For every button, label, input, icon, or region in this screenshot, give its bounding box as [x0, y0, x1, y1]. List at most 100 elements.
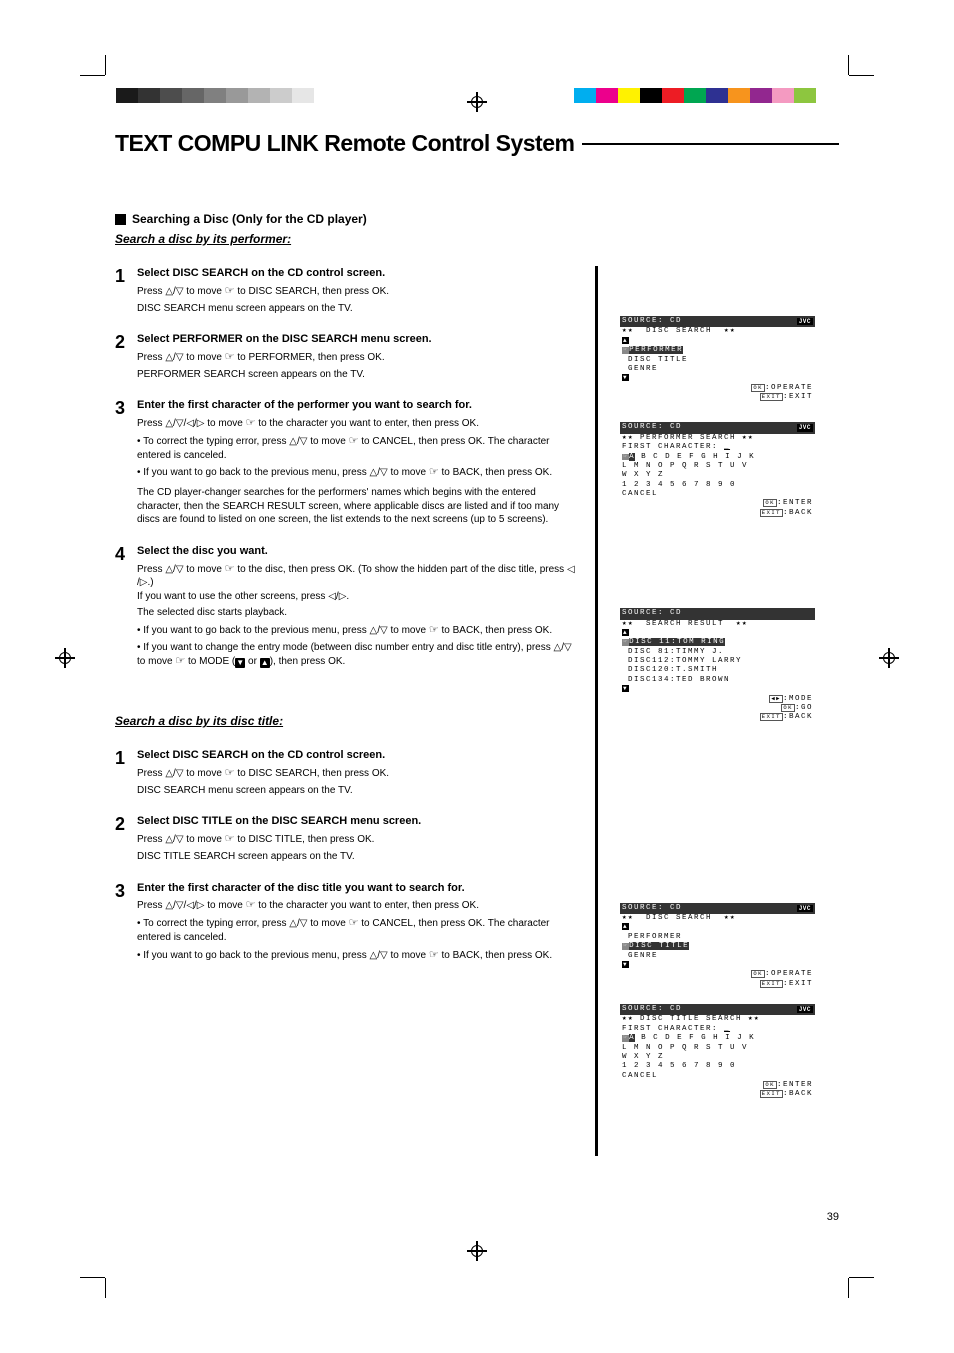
- step-number: 1: [115, 266, 137, 318]
- tv-item: CANCEL: [620, 490, 815, 499]
- up-arrow-icon: ▲: [622, 337, 629, 344]
- step-3: 3 Enter the first character of the perfo…: [115, 398, 575, 529]
- tv-item-selected: PERFORMER: [629, 346, 683, 354]
- step-bullet: • If you want to change the entry mode (…: [137, 641, 575, 669]
- vertical-divider: [595, 266, 598, 1156]
- step-title: Enter the first character of the disc ti…: [137, 881, 575, 896]
- tv-screen-disc-search-performer: SOURCE: CDJVC ★★ DISC SEARCH ★★ ▲ ☞PERFO…: [620, 316, 815, 402]
- tv-screen-search-result: SOURCE: CD ★★ SEARCH RESULT ★★ ▲ ☞DISC 1…: [620, 608, 815, 723]
- jvc-logo: JVC: [797, 424, 813, 432]
- tv-title: ★★ PERFORMER SEARCH ★★: [620, 434, 815, 443]
- tv-item: DISC TITLE: [620, 356, 815, 365]
- tv-hint: EXIT:BACK: [620, 509, 815, 518]
- tv-hint: OK:GO: [620, 704, 815, 713]
- crop-mark: [849, 75, 874, 76]
- step-number: 2: [115, 814, 137, 866]
- down-arrow-icon: ▼: [622, 961, 629, 968]
- tv-result-row: DISC112:TOMMY LARRY: [620, 657, 815, 666]
- tv-hint: OK:ENTER: [620, 499, 815, 508]
- tv-screens-column: SOURCE: CDJVC ★★ DISC SEARCH ★★ ▲ ☞PERFO…: [595, 266, 835, 1120]
- step-text: The CD player-changer searches for the p…: [137, 486, 575, 527]
- tv-hint: OK:OPERATE: [620, 384, 815, 393]
- jvc-logo: JVC: [797, 318, 813, 326]
- step-text: Press △/▽ to move ☞ to PERFORMER, then p…: [137, 350, 575, 365]
- step-bullet: • If you want to go back to the previous…: [137, 465, 575, 480]
- tv-result-row: DISC134:TED BROWN: [620, 676, 815, 685]
- step-text: PERFORMER SEARCH screen appears on the T…: [137, 368, 575, 382]
- crop-mark: [848, 55, 849, 75]
- step-title: Select DISC SEARCH on the CD control scr…: [137, 748, 575, 763]
- step-text: DISC SEARCH menu screen appears on the T…: [137, 302, 575, 316]
- jvc-logo: JVC: [797, 1006, 813, 1014]
- step-4: 4 Select the disc you want. Press △/▽ to…: [115, 544, 575, 672]
- step-2: 2 Select PERFORMER on the DISC SEARCH me…: [115, 332, 575, 384]
- step-text: The selected disc starts playback.: [137, 606, 575, 620]
- step-number: 1: [115, 748, 137, 800]
- color-bar-rainbow: [574, 88, 838, 103]
- tv-result-row: ☞DISC 11:TOM RING: [620, 638, 815, 647]
- color-bar-gray: [116, 88, 336, 103]
- up-arrow-icon: ▲: [622, 923, 629, 930]
- step-number: 2: [115, 332, 137, 384]
- step-title: Select DISC SEARCH on the CD control scr…: [137, 266, 575, 281]
- tv-source: SOURCE: CD: [622, 1005, 682, 1014]
- tv-keyboard-row: ☞A B C D E F G H I J K: [620, 1034, 815, 1043]
- registration-mark: [55, 648, 75, 668]
- tv-screen-disc-search-title: SOURCE: CDJVC ★★ DISC SEARCH ★★ ▲ PERFOR…: [620, 903, 815, 989]
- step-bullet: • If you want to go back to the previous…: [137, 948, 575, 963]
- step-b2: 2 Select DISC TITLE on the DISC SEARCH m…: [115, 814, 575, 866]
- registration-mark: [467, 1241, 487, 1261]
- tv-item: GENRE: [620, 365, 815, 374]
- tv-keyboard-row: L M N O P Q R S T U V: [620, 462, 815, 471]
- step-bullet: • To correct the typing error, press △/▽…: [137, 916, 575, 944]
- page-content: TEXT COMPU LINK Remote Control System Se…: [115, 130, 839, 1223]
- tv-hint: EXIT:EXIT: [620, 393, 815, 402]
- tv-title: ★★ DISC SEARCH ★★: [620, 327, 815, 336]
- step-bullet: • If you want to go back to the previous…: [137, 623, 575, 638]
- tv-keyboard-row: 1 2 3 4 5 6 7 8 9 0: [620, 1062, 815, 1071]
- tv-label: FIRST CHARACTER: _: [620, 1025, 815, 1034]
- step-1: 1 Select DISC SEARCH on the CD control s…: [115, 266, 575, 318]
- tv-result-row: DISC 81:TIMMY J.: [620, 648, 815, 657]
- subsection-title: Search a disc by its disc title:: [115, 714, 575, 728]
- step-text: DISC TITLE SEARCH screen appears on the …: [137, 850, 575, 864]
- tv-item: GENRE: [620, 952, 815, 961]
- step-b1: 1 Select DISC SEARCH on the CD control s…: [115, 748, 575, 800]
- steps-column: 1 Select DISC SEARCH on the CD control s…: [115, 266, 575, 1120]
- page-title-row: TEXT COMPU LINK Remote Control System: [115, 130, 839, 157]
- crop-mark: [80, 1277, 105, 1278]
- step-bullet: • To correct the typing error, press △/▽…: [137, 434, 575, 462]
- tv-source: SOURCE: CD: [622, 609, 682, 618]
- page-number: 39: [827, 1211, 839, 1223]
- tv-title: ★★ DISC TITLE SEARCH ★★: [620, 1015, 815, 1024]
- tv-source: SOURCE: CD: [622, 904, 682, 913]
- step-number: 4: [115, 544, 137, 672]
- tv-keyboard-row: L M N O P Q R S T U V: [620, 1044, 815, 1053]
- step-b3: 3 Enter the first character of the disc …: [115, 881, 575, 966]
- tv-title: ★★ SEARCH RESULT ★★: [620, 620, 815, 629]
- tv-keyboard-row: W X Y Z: [620, 1053, 815, 1062]
- step-title: Select the disc you want.: [137, 544, 575, 559]
- up-arrow-icon: ▲: [622, 629, 629, 636]
- tv-screen-performer-search: SOURCE: CDJVC ★★ PERFORMER SEARCH ★★ FIR…: [620, 422, 815, 518]
- tv-keyboard-row: 1 2 3 4 5 6 7 8 9 0: [620, 481, 815, 490]
- step-title: Enter the first character of the perform…: [137, 398, 575, 413]
- step-number: 3: [115, 881, 137, 966]
- tv-item-selected: DISC TITLE: [629, 942, 689, 950]
- tv-label: FIRST CHARACTER: _: [620, 443, 815, 452]
- tv-hint: OK:ENTER: [620, 1081, 815, 1090]
- registration-mark: [467, 92, 487, 112]
- tv-item: CANCEL: [620, 1072, 815, 1081]
- tv-title: ★★ DISC SEARCH ★★: [620, 914, 815, 923]
- section-heading-text: Searching a Disc (Only for the CD player…: [132, 212, 367, 226]
- step-text: Press △/▽ to move ☞ to the disc, then pr…: [137, 562, 575, 604]
- step-text: Press △/▽/◁/▷ to move ☞ to the character…: [137, 898, 575, 913]
- tv-source: SOURCE: CD: [622, 317, 682, 326]
- down-arrow-icon: ▼: [622, 374, 629, 381]
- tv-hint: EXIT:EXIT: [620, 980, 815, 989]
- tv-result-row: DISC120:T.SMITH: [620, 666, 815, 675]
- crop-mark: [105, 1278, 106, 1298]
- step-title: Select DISC TITLE on the DISC SEARCH men…: [137, 814, 575, 829]
- crop-mark: [80, 75, 105, 76]
- jvc-logo: JVC: [797, 905, 813, 913]
